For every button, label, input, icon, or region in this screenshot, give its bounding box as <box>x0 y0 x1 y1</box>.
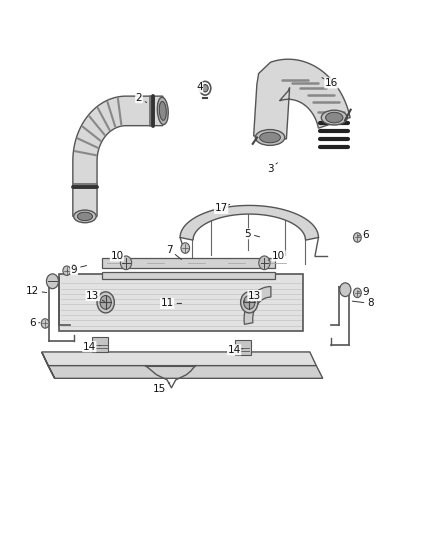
Polygon shape <box>48 366 323 378</box>
Text: 5: 5 <box>245 229 260 239</box>
Polygon shape <box>42 352 316 366</box>
Text: 10: 10 <box>110 251 127 261</box>
Text: 6: 6 <box>358 230 369 240</box>
Circle shape <box>240 292 258 313</box>
Ellipse shape <box>202 85 208 92</box>
Circle shape <box>353 288 361 297</box>
Text: 9: 9 <box>358 287 369 297</box>
Circle shape <box>46 274 59 289</box>
FancyBboxPatch shape <box>235 341 251 355</box>
FancyBboxPatch shape <box>59 274 304 331</box>
Text: 14: 14 <box>83 342 100 352</box>
Text: 17: 17 <box>215 204 230 214</box>
Circle shape <box>100 295 111 309</box>
Text: 4: 4 <box>196 82 203 92</box>
Circle shape <box>63 266 71 276</box>
Text: 7: 7 <box>166 245 181 260</box>
FancyBboxPatch shape <box>102 258 275 268</box>
Ellipse shape <box>255 130 285 146</box>
Text: 10: 10 <box>268 251 285 261</box>
Circle shape <box>259 256 270 270</box>
Ellipse shape <box>74 210 96 223</box>
Circle shape <box>353 233 361 242</box>
Ellipse shape <box>78 212 92 221</box>
Circle shape <box>181 243 190 253</box>
Ellipse shape <box>260 132 280 143</box>
Circle shape <box>339 283 351 296</box>
Text: 6: 6 <box>29 318 40 328</box>
Circle shape <box>41 319 49 328</box>
Ellipse shape <box>325 112 343 123</box>
Polygon shape <box>42 352 55 378</box>
Polygon shape <box>244 287 271 325</box>
FancyBboxPatch shape <box>92 337 108 352</box>
Text: 3: 3 <box>267 163 277 174</box>
Text: 8: 8 <box>352 298 374 309</box>
Ellipse shape <box>157 97 168 125</box>
Ellipse shape <box>159 101 166 120</box>
Text: 16: 16 <box>322 78 338 88</box>
Text: 9: 9 <box>67 265 78 274</box>
Text: 2: 2 <box>136 93 147 103</box>
Circle shape <box>120 256 132 270</box>
Circle shape <box>97 292 114 313</box>
Circle shape <box>244 295 255 309</box>
Ellipse shape <box>321 110 347 125</box>
Text: 12: 12 <box>25 286 47 296</box>
FancyBboxPatch shape <box>102 272 275 279</box>
Polygon shape <box>73 96 163 216</box>
Text: 14: 14 <box>227 345 243 355</box>
Text: 1: 1 <box>71 264 87 273</box>
Text: 13: 13 <box>86 290 104 301</box>
Text: 11: 11 <box>160 298 182 309</box>
Text: 15: 15 <box>153 383 170 394</box>
Polygon shape <box>254 59 350 139</box>
Polygon shape <box>180 205 318 240</box>
Text: 13: 13 <box>244 290 261 301</box>
